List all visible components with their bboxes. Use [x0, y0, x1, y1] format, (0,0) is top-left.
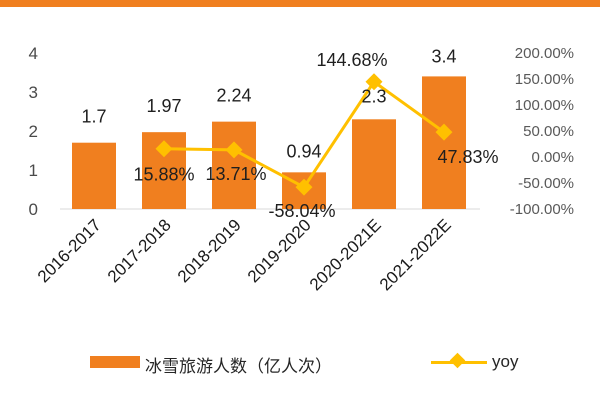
x-axis-category-label: 2016-2017 — [34, 215, 105, 286]
right-axis-tick-label: 150.00% — [515, 71, 574, 88]
x-axis-category-label: 2019-2020 — [244, 215, 315, 286]
yoy-data-label: 47.83% — [437, 147, 498, 167]
x-axis-categories: 2016-2017 2017-2018 2018-2019 2019-20202020… — [34, 215, 455, 294]
line-data-labels: 15.88% 13.71%-58.04% 144.68% 47.83% — [133, 50, 498, 221]
right-axis-ticks: -100.00% -50.00% 0.00% 50.00% 100.00% 150.00%… — [510, 45, 574, 218]
bar — [72, 142, 116, 209]
x-axis-category-label: 2017-2018 — [104, 215, 175, 286]
yoy-data-label: 13.71% — [205, 164, 266, 184]
right-axis-tick-label: -100.00% — [510, 201, 574, 218]
left-axis-tick-label: 1 — [29, 161, 38, 180]
bar — [422, 76, 466, 210]
yoy-point-marker — [225, 141, 243, 159]
x-axis-category-label: 2018-2019 — [174, 215, 245, 286]
top-accent-line — [0, 0, 600, 7]
right-axis-tick-label: -50.00% — [518, 175, 574, 192]
yoy-data-label: -58.04% — [268, 201, 335, 221]
bar-series — [72, 76, 466, 210]
line-series — [155, 73, 453, 196]
yoy-data-label: 144.68% — [316, 50, 387, 70]
right-axis-tick-label: 100.00% — [515, 97, 574, 114]
bar-data-label: 1.7 — [81, 107, 106, 127]
bar-data-label: 1.97 — [146, 96, 181, 116]
yoy-point-marker — [365, 73, 383, 91]
right-axis-tick-label: 50.00% — [523, 123, 574, 140]
left-axis-tick-label: 4 — [29, 44, 38, 63]
bar — [352, 119, 396, 209]
yoy-point-marker — [155, 140, 173, 158]
legend-bar-label: 冰雪旅游人数（亿人次） — [145, 357, 332, 376]
right-axis-tick-label: 0.00% — [531, 149, 574, 166]
x-axis-category-label: 2021-2022E — [376, 215, 455, 294]
left-axis-tick-label: 3 — [29, 83, 38, 102]
bar-data-labels: 1.7 1.97 2.24 0.94 2.3 3.4 — [81, 46, 456, 161]
bar-data-label: 0.94 — [286, 141, 321, 161]
legend-bar-swatch — [90, 356, 140, 368]
legend-line-marker — [449, 352, 466, 369]
left-axis-tick-label: 0 — [29, 200, 38, 219]
yoy-point-marker — [295, 178, 313, 196]
yoy-point-marker — [435, 123, 453, 141]
bar-data-label: 2.24 — [216, 86, 251, 106]
yoy-data-label: 15.88% — [133, 165, 194, 185]
bar-data-label: 3.4 — [431, 46, 456, 66]
legend-line-label: yoy — [492, 352, 519, 371]
left-axis-tick-label: 2 — [29, 122, 38, 141]
x-axis-category-label: 2020-2021E — [306, 215, 385, 294]
left-axis-ticks: 0 1 2 3 4 — [29, 44, 38, 219]
bar-data-label: 2.3 — [361, 86, 386, 106]
bar — [212, 121, 256, 209]
right-axis-tick-label: 200.00% — [515, 45, 574, 62]
legend: 冰雪旅游人数（亿人次） yoy — [0, 342, 600, 382]
